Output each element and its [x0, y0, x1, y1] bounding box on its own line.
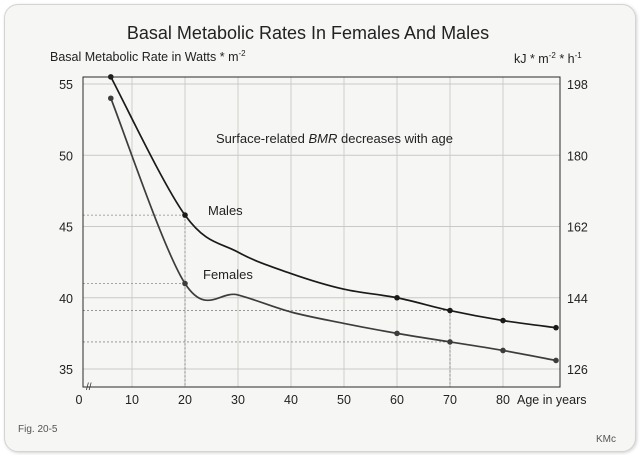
point-females-90: [553, 357, 559, 364]
y2-axis-label: kJ * m-2 * h-1: [514, 51, 582, 66]
point-females-60: [394, 330, 400, 337]
grid: [83, 77, 560, 387]
y-tick-45: 45: [59, 221, 73, 235]
y-tick-35: 35: [59, 363, 73, 377]
figure-label: Fig. 20-5: [18, 424, 58, 435]
point-males-60: [394, 294, 400, 301]
point-males-70: [447, 307, 453, 314]
x-tick-0: 0: [76, 393, 83, 407]
x-tick-60: 60: [390, 393, 404, 407]
y2-tick-144: 144: [567, 292, 588, 306]
x-axis-label: Age in years: [517, 393, 586, 407]
annotation: Surface-related BMR decreases with age: [216, 131, 453, 146]
x-tick-40: 40: [284, 393, 298, 407]
y-tick-55: 55: [59, 78, 73, 92]
x-tick-10: 10: [125, 393, 139, 407]
series-label-females: Females: [203, 267, 253, 282]
plot-frame: [82, 76, 561, 388]
axis-break-mark: //: [86, 382, 92, 393]
x-tick-80: 80: [496, 393, 510, 407]
y2-tick-198: 198: [567, 78, 588, 92]
x-tick-50: 50: [337, 393, 351, 407]
y2-tick-162: 162: [567, 221, 588, 235]
series-line-males: [110, 76, 557, 329]
y-tick-50: 50: [59, 149, 73, 163]
chart-title: Basal Metabolic Rates In Females And Mal…: [127, 23, 489, 43]
point-males-90: [553, 324, 559, 331]
x-tick-20: 20: [178, 393, 192, 407]
y2-tick-180: 180: [567, 149, 588, 163]
tick-labels: 0 10 20 30 40 50 60 70 80 35 40 45 50 55 126 144 162 180 1…: [59, 78, 588, 407]
point-females-70: [447, 339, 453, 345]
reference-lines: [83, 214, 451, 387]
x-tick-70: 70: [443, 393, 457, 407]
point-females-6: [108, 95, 114, 102]
point-females-20: [182, 280, 188, 287]
series-line-females: [110, 97, 557, 362]
point-males-80: [500, 317, 506, 324]
data-series: [108, 74, 559, 364]
x-tick-30: 30: [231, 393, 245, 407]
series-label-males: Males: [208, 203, 243, 218]
point-females-80: [500, 347, 506, 354]
y-tick-40: 40: [59, 292, 73, 306]
credit-label: KMc: [596, 434, 616, 445]
y-axis-label: Basal Metabolic Rate in Watts * m-2: [50, 49, 246, 64]
point-males-20: [182, 212, 188, 218]
y2-tick-126: 126: [567, 363, 588, 377]
